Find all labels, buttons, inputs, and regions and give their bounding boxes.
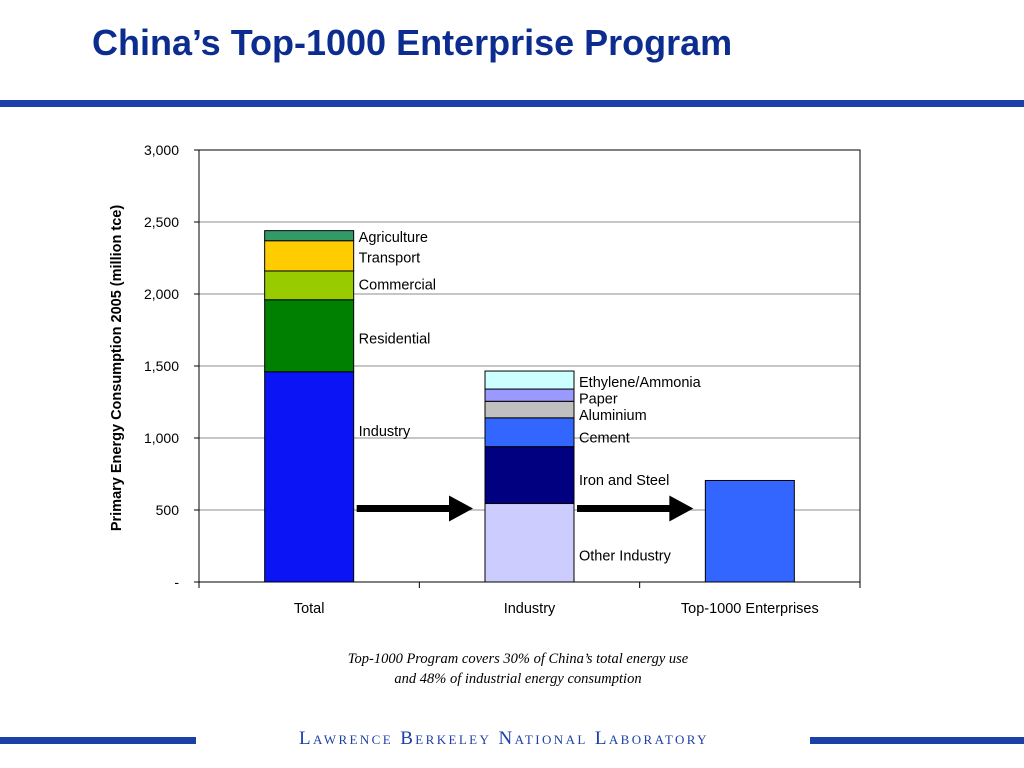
- y-tick-label: 1,500: [144, 358, 179, 374]
- chart-bars: [264, 230, 795, 583]
- y-tick-label: 500: [156, 502, 180, 518]
- x-tick-label: Top-1000 Enterprises: [681, 601, 819, 617]
- bar-segment: [484, 446, 575, 505]
- bar-segment: [264, 230, 355, 242]
- footer-lab-name: Lawrence Berkeley National Laboratory: [299, 728, 709, 749]
- bar-segment: [484, 370, 575, 390]
- y-axis-ticks: - 500 1,000 1,500 2,000 2,500 3,000: [144, 142, 199, 590]
- arrow-head: [449, 495, 473, 522]
- segment-label: Residential: [359, 332, 431, 348]
- flow-arrows: [356, 495, 694, 522]
- x-tick-label: Industry: [504, 601, 556, 617]
- bar-segment: [484, 388, 575, 402]
- y-tick-label: -: [174, 574, 179, 590]
- segment-label: Iron and Steel: [579, 473, 669, 489]
- y-axis-label: Primary Energy Consumption 2005 (million…: [109, 205, 125, 531]
- bar-segment: [484, 417, 575, 448]
- segment-label: Agriculture: [359, 230, 428, 246]
- footer-rule-right: [810, 737, 1024, 744]
- y-tick-label: 3,000: [144, 142, 179, 158]
- x-axis-ticks: Total Industry Top-1000 Enterprises: [198, 582, 861, 617]
- segment-label: Cement: [579, 430, 630, 446]
- arrow-head: [669, 495, 694, 522]
- segment-label: Commercial: [359, 278, 436, 294]
- segment-label: Industry: [359, 424, 411, 440]
- segment-label: Paper: [579, 391, 618, 407]
- bar-segment: [264, 371, 355, 583]
- segment-label: Ethylene/Ammonia: [579, 375, 702, 391]
- footer-rule-left: [0, 737, 196, 744]
- stacked-bar-chart: - 500 1,000 1,500 2,000 2,500 3,000 Total Indus…: [109, 142, 861, 617]
- x-tick-label: Total: [294, 601, 325, 617]
- caption-line-1: Top-1000 Program covers 30% of China’s t…: [347, 651, 689, 667]
- bar-segment: [484, 503, 575, 583]
- segment-label: Other Industry: [579, 548, 672, 564]
- bar-segment: [264, 240, 355, 272]
- y-tick-label: 1,000: [144, 430, 179, 446]
- slide-title: China’s Top-1000 Enterprise Program: [92, 22, 733, 63]
- y-tick-label: 2,000: [144, 286, 179, 302]
- chart-caption: Top-1000 Program covers 30% of China’s t…: [270, 649, 766, 689]
- y-tick-label: 2,500: [144, 214, 179, 230]
- segment-label: Aluminium: [579, 408, 647, 424]
- bar-segment: [264, 270, 355, 301]
- bar-segment: [704, 479, 795, 583]
- header-rule: [0, 100, 1024, 107]
- bar-segment: [484, 400, 575, 419]
- segment-label: Transport: [359, 250, 421, 266]
- segment-labels: Agriculture Transport Commercial Residentia…: [359, 230, 702, 564]
- bar-segment: [264, 299, 355, 373]
- caption-line-2: and 48% of industrial energy consumption: [394, 671, 642, 687]
